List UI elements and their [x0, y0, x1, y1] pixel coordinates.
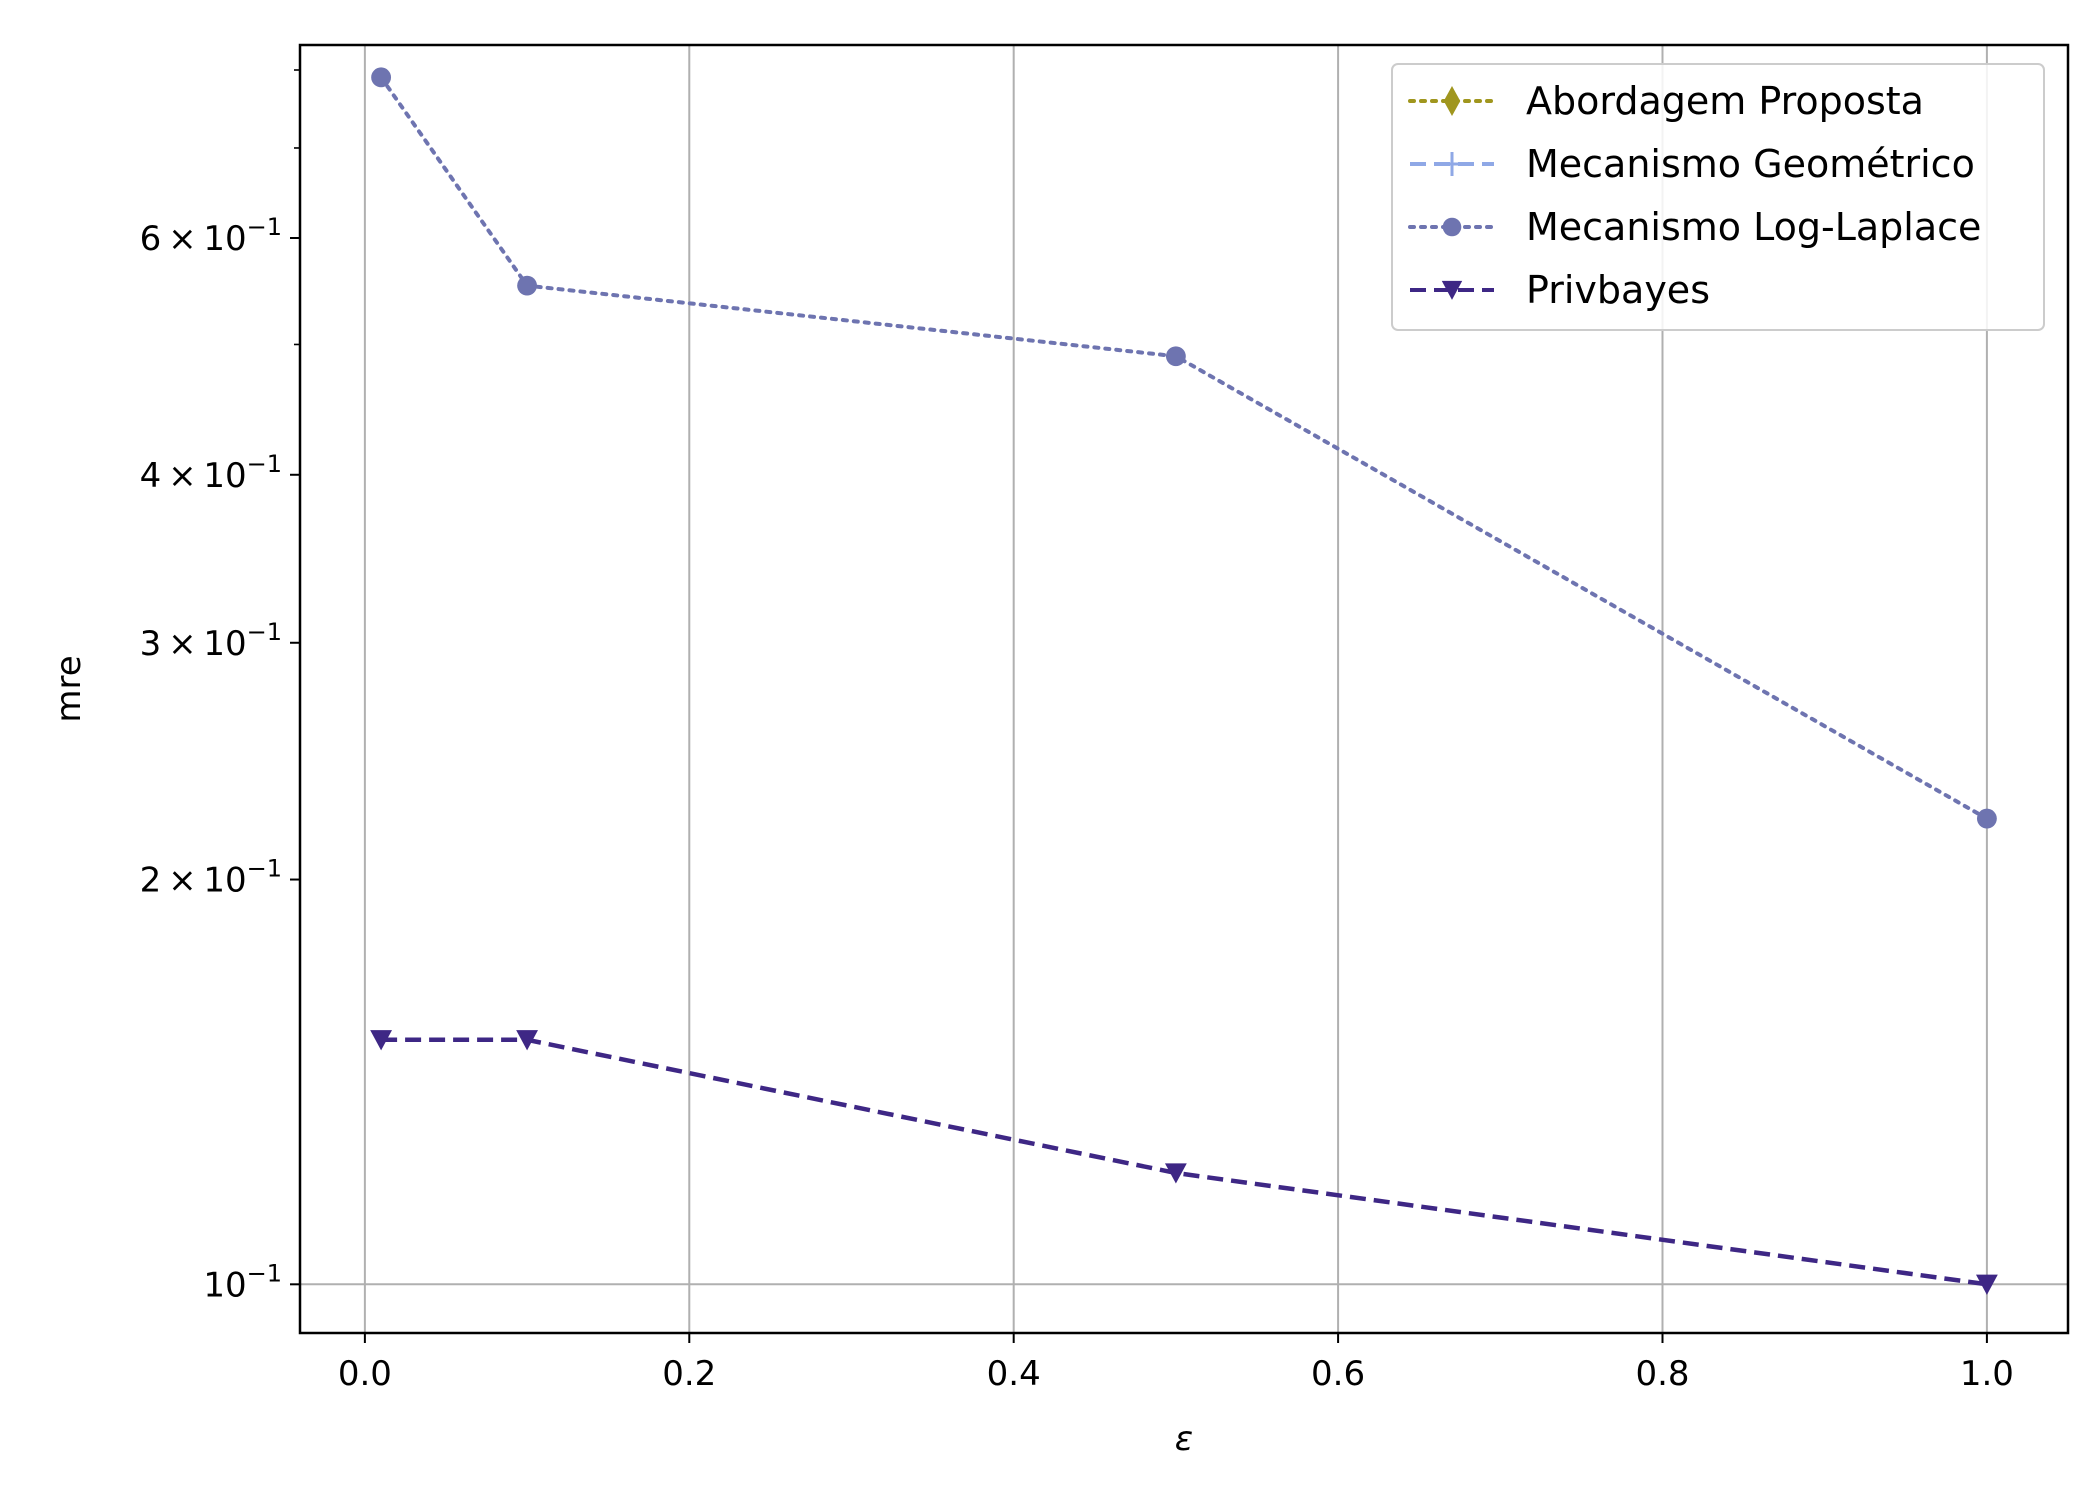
data-point: [516, 1030, 538, 1051]
y-tick-label: 10−1: [203, 1259, 282, 1305]
y-tick-label: 3 × 10−1: [140, 618, 282, 664]
series-line: [379, 75, 1989, 821]
data-point: [517, 275, 538, 296]
data-point: [1440, 152, 1464, 176]
series-mecanismo-log-laplace: [371, 67, 1997, 829]
series-privbayes: [370, 1030, 1998, 1295]
x-tick-label: 1.0: [1960, 1354, 2014, 1394]
data-point: [1442, 217, 1462, 237]
legend-entry: Privbayes: [1410, 268, 1710, 312]
y-tick-label: 4 × 10−1: [140, 450, 282, 496]
x-axis-label: ε: [1175, 1419, 1193, 1459]
data-point: [1165, 346, 1186, 367]
y-tick-label: 2 × 10−1: [140, 855, 282, 901]
legend-entry: Abordagem Proposta: [1408, 79, 1924, 123]
grid: [300, 45, 2068, 1333]
plot-frame: [298, 43, 2070, 1335]
data-point: [371, 67, 392, 88]
legend-label: Mecanismo Log-Laplace: [1526, 205, 1981, 249]
x-tick-label: 0.8: [1635, 1354, 1689, 1394]
series-layer: [370, 67, 1998, 1295]
data-point: [1443, 86, 1461, 116]
data-point: [370, 1030, 393, 1051]
legend-label: Abordagem Proposta: [1526, 79, 1924, 123]
x-tick-label: 0.2: [662, 1354, 716, 1394]
x-tick-label: 0.6: [1311, 1354, 1365, 1394]
x-tick-label: 0.0: [338, 1354, 392, 1394]
x-tick-label: 0.4: [987, 1354, 1041, 1394]
data-point: [1164, 1163, 1187, 1184]
y-axis-label: mre: [49, 655, 89, 722]
legend-entry: Mecanismo Geométrico: [1410, 142, 1975, 186]
data-point: [1441, 280, 1463, 300]
legend-entry: Mecanismo Log-Laplace: [1408, 205, 1981, 249]
series-line: [381, 1037, 1988, 1287]
ticks: 0.0 0.2 0.4 0.6 0.8 1.0 10−1 2 × 10−1 3 × 10−1 4 …: [140, 69, 2014, 1394]
legend-frame: [1391, 63, 2045, 331]
y-tick-label: 6 × 10−1: [140, 213, 282, 259]
data-point: [1976, 808, 1997, 829]
legend-label: Mecanismo Geométrico: [1526, 142, 1975, 186]
legend-label: Privbayes: [1526, 268, 1710, 312]
data-point: [1975, 1274, 1998, 1295]
legend: Abordagem Proposta Mecanismo Geométrico Me…: [1391, 63, 2045, 331]
